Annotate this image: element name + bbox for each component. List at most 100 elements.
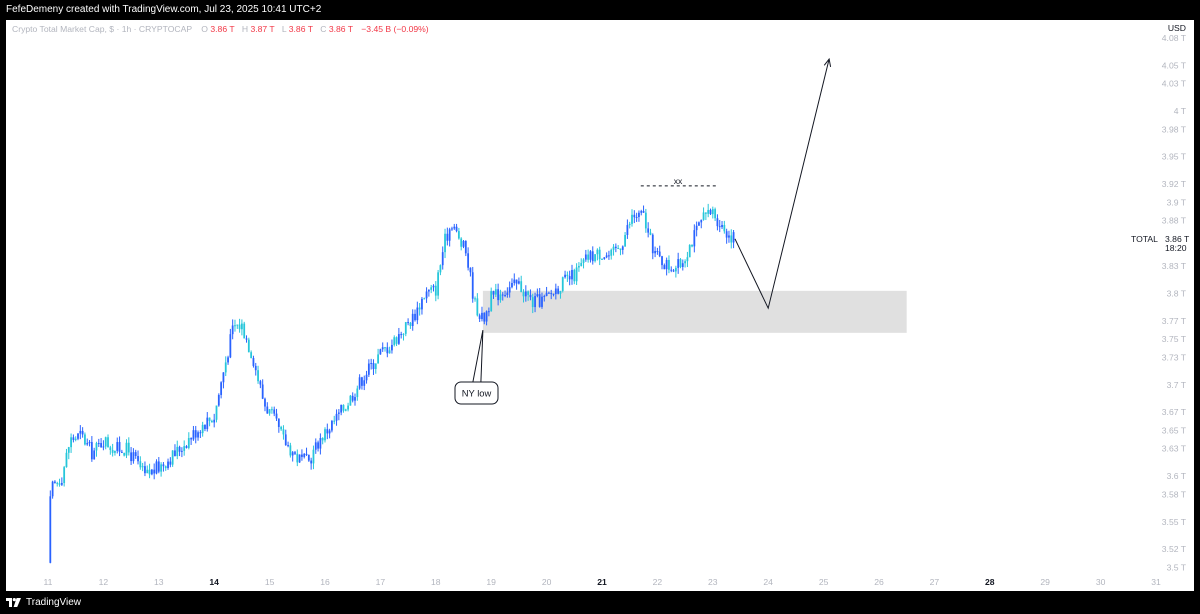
candle-body bbox=[257, 370, 259, 382]
candle-body bbox=[421, 298, 423, 310]
candle-body bbox=[614, 246, 617, 249]
chart-panel[interactable]: 4.08 T 4.05 T 4.03 T 4 T 3.98 T 3.95 T 3.92 T 3… bbox=[6, 20, 1194, 591]
candle-body bbox=[718, 226, 721, 228]
candle-body bbox=[564, 274, 566, 278]
candle-body bbox=[90, 442, 93, 460]
candle-body bbox=[74, 438, 77, 440]
candle-body bbox=[716, 218, 719, 227]
candle-body bbox=[153, 469, 156, 474]
candle-body bbox=[594, 254, 596, 262]
y-axis-tick-label: 3.6 T bbox=[1167, 471, 1187, 481]
candle-body bbox=[704, 212, 707, 214]
y-axis-tick-label: 3.63 T bbox=[1162, 444, 1187, 454]
candle-body bbox=[174, 450, 176, 457]
candle-body bbox=[617, 248, 620, 250]
candle-body bbox=[227, 357, 229, 363]
candle-body bbox=[425, 291, 428, 299]
candle-body bbox=[506, 292, 509, 296]
candle-body bbox=[721, 224, 723, 228]
candle-body bbox=[243, 323, 246, 339]
candle-body bbox=[598, 249, 601, 260]
legend-high-label: H bbox=[242, 24, 248, 34]
candle-body bbox=[252, 358, 255, 366]
candle-body bbox=[568, 276, 571, 280]
candle-body bbox=[287, 445, 289, 447]
candle-body bbox=[584, 254, 587, 260]
candle-body bbox=[497, 289, 500, 301]
candle-body bbox=[305, 453, 308, 455]
candle-body bbox=[582, 259, 585, 263]
candle-body bbox=[146, 469, 149, 474]
y-axis-tick-label: 3.67 T bbox=[1162, 407, 1187, 417]
candle-body bbox=[277, 418, 280, 427]
tradingview-logo[interactable]: TradingView bbox=[6, 597, 81, 608]
candle-body bbox=[354, 397, 356, 401]
candle-body bbox=[77, 433, 79, 439]
candle-body bbox=[374, 363, 377, 370]
candle-body bbox=[271, 409, 273, 411]
candle-body bbox=[545, 292, 548, 297]
ny-low-callout[interactable]: NY low bbox=[454, 381, 499, 405]
y-axis-tick-label: 3.58 T bbox=[1162, 489, 1187, 499]
candle-body bbox=[393, 337, 396, 345]
candle-body bbox=[467, 253, 470, 268]
currency-label: USD bbox=[1168, 23, 1186, 33]
x-axis-tick-label: 15 bbox=[265, 577, 275, 587]
x-axis-tick-label: 23 bbox=[708, 577, 718, 587]
candle-body bbox=[628, 223, 631, 226]
candle-body bbox=[548, 292, 550, 294]
candle-body bbox=[171, 450, 174, 465]
candle-body bbox=[187, 438, 190, 448]
legend-high-value: 3.87 T bbox=[250, 24, 275, 34]
candle-body bbox=[589, 251, 592, 260]
x-axis-tick-label: 27 bbox=[930, 577, 940, 587]
candle-body bbox=[571, 269, 573, 280]
candle-body bbox=[178, 446, 181, 452]
price-chart[interactable]: 4.08 T 4.05 T 4.03 T 4 T 3.98 T 3.95 T 3.92 T 3… bbox=[6, 20, 1194, 591]
y-axis-tick-label: 3.65 T bbox=[1162, 425, 1187, 435]
candle-body bbox=[494, 289, 497, 295]
candle-body bbox=[460, 238, 463, 247]
candle-body bbox=[160, 464, 163, 472]
candle-body bbox=[513, 279, 516, 283]
candle-body bbox=[487, 311, 490, 313]
candle-body bbox=[723, 224, 726, 232]
candle-body bbox=[730, 235, 733, 243]
x-axis-tick-label: 11 bbox=[44, 577, 53, 587]
candle-body bbox=[441, 252, 444, 266]
candle-body bbox=[132, 452, 135, 462]
candle-body bbox=[97, 443, 100, 445]
candle-body bbox=[79, 430, 82, 434]
candle-body bbox=[284, 434, 287, 446]
candle-body bbox=[707, 209, 710, 214]
candle-body bbox=[275, 413, 278, 419]
candle-body bbox=[439, 265, 442, 273]
candle-body bbox=[210, 420, 213, 423]
projection-path[interactable] bbox=[734, 58, 830, 310]
ny-low-box[interactable] bbox=[454, 381, 499, 405]
candle-body bbox=[84, 434, 86, 445]
candle-body bbox=[575, 267, 578, 282]
candle-body bbox=[238, 324, 241, 330]
y-axis-tick-label: 3.5 T bbox=[1167, 562, 1187, 572]
candle-body bbox=[164, 466, 167, 469]
candle-body bbox=[444, 233, 446, 253]
candle-body bbox=[104, 437, 107, 447]
candle-body bbox=[427, 289, 430, 292]
candle-body bbox=[661, 256, 663, 266]
candle-body bbox=[289, 445, 292, 456]
candle-body bbox=[663, 265, 666, 270]
candle-body bbox=[273, 409, 276, 414]
candle-body bbox=[550, 293, 553, 295]
y-axis-tick-label: 3.95 T bbox=[1162, 152, 1187, 162]
candle-body bbox=[125, 442, 128, 456]
candle-body bbox=[448, 229, 451, 241]
x-axis-tick-label: 16 bbox=[320, 577, 330, 587]
candle-body bbox=[684, 261, 686, 264]
candle-body bbox=[511, 282, 513, 288]
demand-zone-rect[interactable] bbox=[482, 290, 907, 333]
x-axis-tick-label: 25 bbox=[819, 577, 829, 587]
candle-body bbox=[241, 323, 243, 330]
legend-low-value: 3.86 T bbox=[289, 24, 314, 34]
candle-body bbox=[455, 226, 458, 232]
